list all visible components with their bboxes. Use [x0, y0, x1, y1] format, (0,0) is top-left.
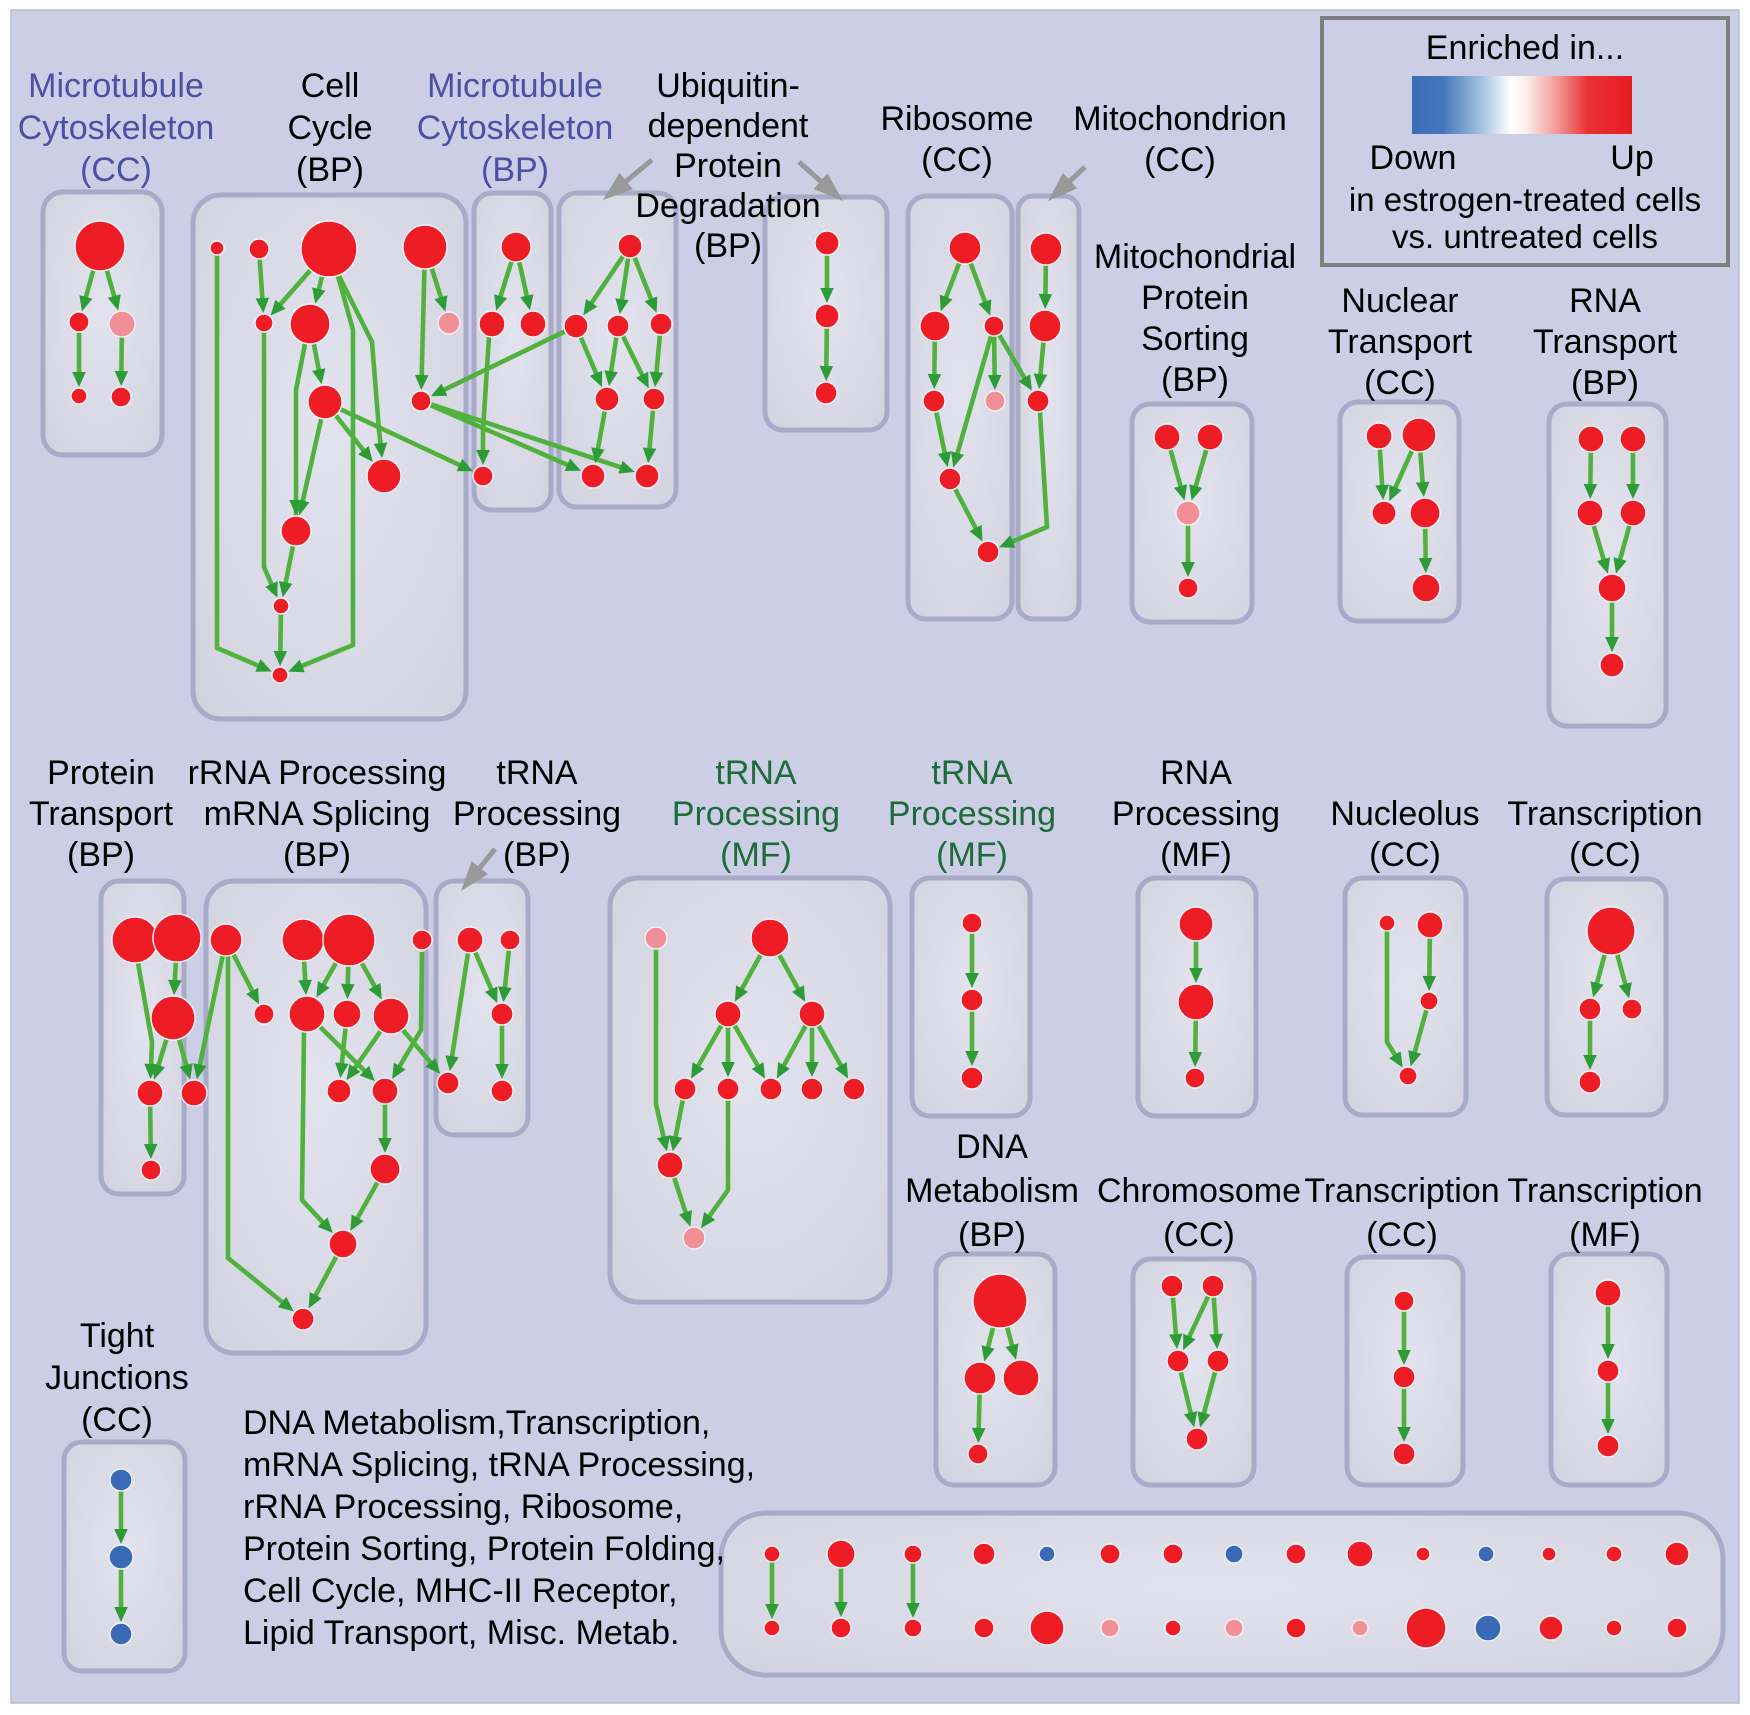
svg-text:Cytoskeleton: Cytoskeleton: [18, 109, 215, 147]
svg-text:DNA Metabolism,Transcription,: DNA Metabolism,Transcription,: [243, 1404, 710, 1442]
svg-text:(BP): (BP): [1161, 361, 1229, 399]
svg-text:(MF): (MF): [936, 836, 1008, 874]
svg-text:Down: Down: [1370, 139, 1457, 177]
svg-text:RNA: RNA: [1569, 282, 1641, 320]
svg-text:DNA: DNA: [956, 1128, 1028, 1166]
svg-text:(MF): (MF): [1569, 1216, 1641, 1254]
svg-text:Transport: Transport: [1533, 323, 1678, 361]
svg-text:Ribosome: Ribosome: [880, 100, 1033, 138]
svg-text:Processing: Processing: [453, 795, 621, 833]
svg-text:Protein: Protein: [674, 147, 782, 185]
svg-text:rRNA Processing: rRNA Processing: [188, 754, 447, 792]
svg-text:(CC): (CC): [81, 1401, 153, 1439]
svg-text:Up: Up: [1610, 139, 1653, 177]
svg-text:Transcription: Transcription: [1507, 1172, 1702, 1210]
svg-text:(BP): (BP): [1571, 364, 1639, 402]
svg-text:Transport: Transport: [29, 795, 174, 833]
svg-text:tRNA: tRNA: [715, 754, 797, 792]
svg-text:RNA: RNA: [1160, 754, 1232, 792]
svg-text:mRNA Splicing, tRNA Processing: mRNA Splicing, tRNA Processing,: [243, 1446, 755, 1484]
svg-text:Transcription: Transcription: [1507, 795, 1702, 833]
svg-text:Protein Sorting, Protein Foldi: Protein Sorting, Protein Folding,: [243, 1530, 725, 1568]
svg-text:Tight: Tight: [80, 1317, 155, 1355]
svg-text:Sorting: Sorting: [1141, 320, 1249, 358]
svg-text:in estrogen-treated cells: in estrogen-treated cells: [1349, 181, 1701, 218]
svg-text:(BP): (BP): [67, 836, 135, 874]
svg-text:mRNA Splicing: mRNA Splicing: [204, 795, 431, 833]
svg-text:Protein: Protein: [1141, 279, 1249, 317]
svg-text:Cytoskeleton: Cytoskeleton: [417, 109, 614, 147]
svg-text:(CC): (CC): [1366, 1216, 1438, 1254]
svg-text:Mitochondrial: Mitochondrial: [1094, 238, 1296, 276]
svg-text:(CC): (CC): [1369, 836, 1441, 874]
svg-text:Chromosome: Chromosome: [1097, 1172, 1301, 1210]
svg-text:Junctions: Junctions: [45, 1359, 189, 1397]
svg-text:Ubiquitin-: Ubiquitin-: [656, 67, 800, 105]
svg-text:(MF): (MF): [720, 836, 792, 874]
svg-text:(CC): (CC): [1569, 836, 1641, 874]
svg-text:Protein: Protein: [47, 754, 155, 792]
svg-text:Processing: Processing: [1112, 795, 1280, 833]
svg-text:Enriched in...: Enriched in...: [1426, 29, 1624, 67]
svg-text:(BP): (BP): [503, 836, 571, 874]
svg-text:Processing: Processing: [672, 795, 840, 833]
svg-text:Cell Cycle, MHC-II Receptor,: Cell Cycle, MHC-II Receptor,: [243, 1572, 678, 1610]
svg-text:tRNA: tRNA: [931, 754, 1013, 792]
svg-text:tRNA: tRNA: [496, 754, 578, 792]
svg-text:vs. untreated cells: vs. untreated cells: [1392, 218, 1658, 255]
svg-text:Microtubule: Microtubule: [28, 67, 204, 105]
svg-text:rRNA Processing, Ribosome,: rRNA Processing, Ribosome,: [243, 1488, 683, 1526]
svg-text:Microtubule: Microtubule: [427, 67, 603, 105]
svg-text:Metabolism: Metabolism: [905, 1172, 1079, 1210]
svg-text:(CC): (CC): [1364, 364, 1436, 402]
svg-text:Processing: Processing: [888, 795, 1056, 833]
svg-text:(BP): (BP): [283, 836, 351, 874]
svg-text:(BP): (BP): [481, 151, 549, 189]
svg-text:dependent: dependent: [648, 107, 809, 145]
svg-text:(CC): (CC): [80, 151, 152, 189]
svg-text:(CC): (CC): [921, 141, 993, 179]
svg-text:(BP): (BP): [694, 227, 762, 265]
svg-text:(MF): (MF): [1160, 836, 1232, 874]
svg-text:Degradation: Degradation: [635, 187, 820, 225]
svg-text:Mitochondrion: Mitochondrion: [1073, 100, 1287, 138]
svg-text:Cycle: Cycle: [287, 109, 372, 147]
svg-text:(CC): (CC): [1144, 141, 1216, 179]
svg-text:Lipid Transport, Misc. Metab.: Lipid Transport, Misc. Metab.: [243, 1614, 680, 1652]
svg-text:(BP): (BP): [958, 1216, 1026, 1254]
svg-text:(CC): (CC): [1163, 1216, 1235, 1254]
svg-text:Transcription: Transcription: [1304, 1172, 1499, 1210]
svg-text:Cell: Cell: [301, 67, 360, 105]
svg-text:Transport: Transport: [1328, 323, 1473, 361]
svg-text:(BP): (BP): [296, 151, 364, 189]
svg-text:Nuclear: Nuclear: [1341, 282, 1458, 320]
svg-text:Nucleolus: Nucleolus: [1330, 795, 1479, 833]
